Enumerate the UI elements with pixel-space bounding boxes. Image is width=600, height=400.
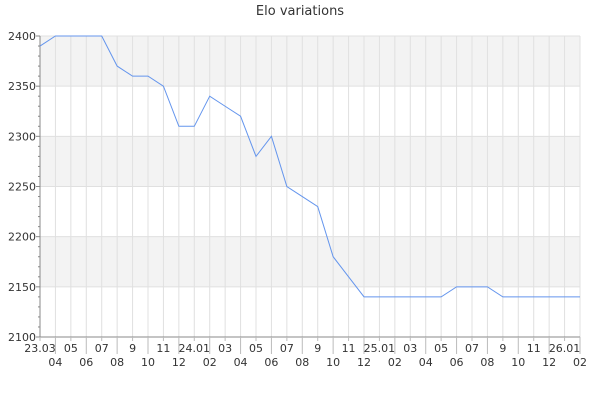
x-tick-label: 10 (141, 356, 155, 369)
x-tick-label: 02 (388, 356, 402, 369)
x-tick-label: 04 (48, 356, 62, 369)
x-tick-label: 24.01 (179, 342, 211, 355)
x-tick-label: 04 (419, 356, 433, 369)
x-tick-label: 23.03 (24, 342, 56, 355)
x-tick-label: 07 (465, 342, 479, 355)
x-tick-label: 02 (573, 356, 587, 369)
x-tick-label: 06 (450, 356, 464, 369)
x-tick-label: 06 (264, 356, 278, 369)
x-tick-label: 08 (110, 356, 124, 369)
x-tick-label: 9 (499, 342, 506, 355)
x-tick-label: 11 (342, 342, 356, 355)
x-tick-label: 9 (129, 342, 136, 355)
y-tick-label: 2300 (8, 130, 36, 143)
x-tick-label: 07 (280, 342, 294, 355)
y-tick-label: 2350 (8, 80, 36, 93)
grid-band (40, 36, 580, 87)
x-tick-label: 05 (64, 342, 78, 355)
x-tick-label: 12 (542, 356, 556, 369)
x-tick-label: 06 (79, 356, 93, 369)
x-tick-label: 02 (203, 356, 217, 369)
x-tick-label: 12 (357, 356, 371, 369)
y-tick-label: 2100 (8, 331, 36, 344)
x-tick-label: 07 (95, 342, 109, 355)
x-tick-label: 12 (172, 356, 186, 369)
x-tick-label: 03 (218, 342, 232, 355)
x-tick-label: 11 (156, 342, 170, 355)
y-tick-label: 2150 (8, 281, 36, 294)
x-tick-label: 08 (295, 356, 309, 369)
x-tick-label: 05 (249, 342, 263, 355)
x-tick-label: 08 (480, 356, 494, 369)
chart-title: Elo variations (255, 4, 345, 19)
elo-series-line (39, 35, 580, 298)
x-tick-label: 25.01 (364, 342, 396, 355)
y-tick-label: 2250 (8, 181, 36, 194)
x-tick-label: 11 (527, 342, 541, 355)
x-tick-label: 04 (234, 356, 248, 369)
x-tick-label: 26.01 (549, 342, 581, 355)
x-tick-label: 10 (326, 356, 340, 369)
x-tick-label: 03 (403, 342, 417, 355)
y-tick-label: 2400 (8, 30, 36, 43)
grid-band (40, 236, 580, 287)
grid-band (40, 136, 580, 187)
y-tick-label: 2200 (8, 231, 36, 244)
x-tick-label: 9 (314, 342, 321, 355)
x-tick-label: 05 (434, 342, 448, 355)
x-tick-label: 10 (511, 356, 525, 369)
